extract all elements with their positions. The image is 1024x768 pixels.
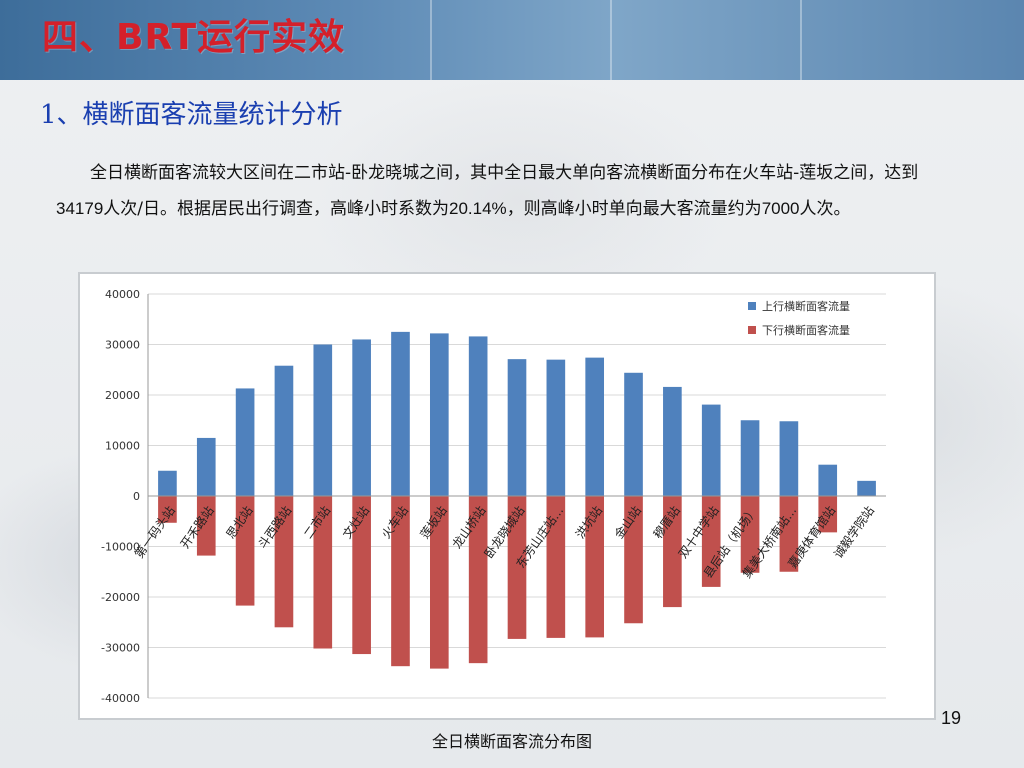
header-streak bbox=[610, 0, 612, 80]
legend-label: 下行横断面客流量 bbox=[762, 323, 850, 337]
bar-down bbox=[196, 496, 216, 556]
bar-up bbox=[313, 344, 333, 496]
x-category-label: 第一码头站 bbox=[132, 504, 178, 561]
bar-down bbox=[235, 496, 255, 606]
chart-caption: 全日横断面客流分布图 bbox=[431, 732, 592, 751]
bar-up bbox=[196, 437, 216, 496]
bar-up bbox=[779, 421, 799, 496]
paragraph-text: 全日横断面客流较大区间在二市站-卧龙晓城之间，其中全日最大单向客流横断面分布在火… bbox=[90, 163, 919, 183]
bar-up bbox=[391, 331, 410, 496]
bar-down bbox=[546, 496, 566, 638]
bar-up bbox=[507, 359, 527, 496]
bar-up bbox=[468, 336, 488, 496]
peak-factor-value: 20.14% bbox=[449, 199, 507, 218]
header-streak bbox=[800, 0, 802, 80]
page-number: 19 bbox=[941, 708, 962, 728]
section-subtitle: 1、横断面客流量统计分析 bbox=[40, 100, 343, 130]
bar-down bbox=[313, 496, 333, 649]
bar-up bbox=[818, 464, 838, 496]
legend-label: 上行横断面客流量 bbox=[762, 299, 850, 313]
bar-down bbox=[274, 496, 294, 628]
y-tick-label: -30000 bbox=[101, 642, 140, 655]
y-tick-label: 40000 bbox=[105, 288, 140, 301]
paragraph-text: ，则高峰小时单向最大客流量约为 bbox=[506, 199, 762, 219]
bar-up bbox=[663, 386, 682, 496]
bar-down bbox=[158, 496, 177, 523]
paragraph-text: 人次。 bbox=[799, 199, 851, 219]
legend-swatch bbox=[748, 302, 756, 310]
body-paragraph: 全日横断面客流较大区间在二市站-卧龙晓城之间，其中全日最大单向客流横断面分布在火… bbox=[56, 155, 946, 227]
bar-down bbox=[818, 496, 838, 533]
bar-down bbox=[391, 496, 410, 667]
bar-down bbox=[585, 496, 605, 638]
bar-down bbox=[507, 496, 527, 639]
y-tick-label: -40000 bbox=[101, 692, 140, 705]
bar-down bbox=[352, 496, 371, 655]
bar-up bbox=[352, 339, 371, 496]
legend-swatch bbox=[748, 326, 756, 334]
header-banner: 四、BRT运行实效 bbox=[0, 0, 1024, 80]
bar-up bbox=[546, 359, 566, 496]
bar-down bbox=[779, 496, 799, 572]
bar-up bbox=[740, 420, 760, 496]
bar-up bbox=[274, 365, 294, 496]
bar-down bbox=[740, 496, 760, 573]
bar-up bbox=[429, 333, 449, 496]
bar-up bbox=[585, 357, 605, 496]
y-tick-label: -10000 bbox=[101, 541, 140, 554]
y-tick-label: 30000 bbox=[105, 339, 140, 352]
slide-title: 四、BRT运行实效 bbox=[42, 17, 346, 58]
bar-down bbox=[663, 496, 682, 608]
y-tick-label: 10000 bbox=[105, 440, 140, 453]
chart-frame: 40000 30000 20000 10000 0 -10000 -20000 -30000 -… bbox=[78, 272, 936, 720]
bar-up bbox=[624, 372, 643, 496]
bar-up bbox=[158, 470, 177, 496]
bar-down bbox=[624, 496, 643, 624]
bar-up bbox=[857, 480, 876, 496]
paragraph-text: 人次/日。根据居民出行调查，高峰小时系数为 bbox=[103, 199, 450, 219]
cross-section-flow-chart: 40000 30000 20000 10000 0 -10000 -20000 -30000 -… bbox=[101, 288, 886, 705]
bar-down bbox=[701, 496, 721, 587]
peak-flow-value: 7000 bbox=[761, 199, 800, 218]
y-tick-label: 20000 bbox=[105, 389, 140, 402]
max-flow-value: 34179 bbox=[56, 199, 104, 218]
bar-up bbox=[235, 388, 255, 496]
bar-down bbox=[429, 496, 449, 669]
y-tick-label: 0 bbox=[133, 490, 140, 503]
header-streak bbox=[430, 0, 432, 80]
bar-down bbox=[468, 496, 488, 664]
bar-up bbox=[701, 404, 721, 496]
y-tick-label: -20000 bbox=[101, 591, 140, 604]
